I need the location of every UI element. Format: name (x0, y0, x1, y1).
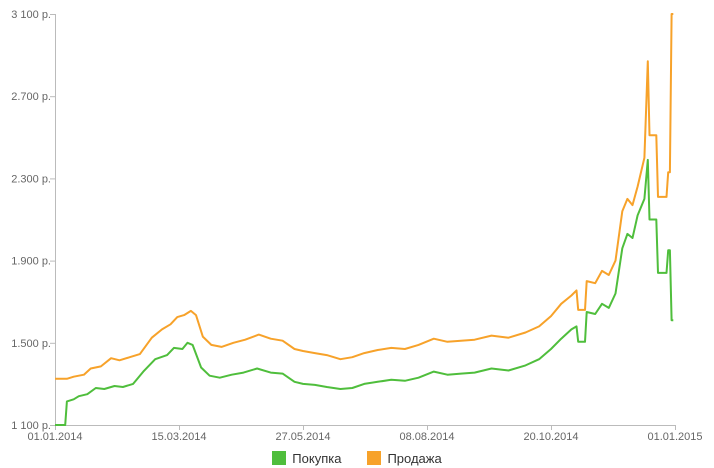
legend-item-buy[interactable]: Покупка (272, 449, 341, 467)
y-tick-label: 2.300 р. (11, 173, 51, 185)
series-layer (55, 13, 674, 426)
x-tick-label: 01.01.2015 (647, 431, 702, 443)
y-tick-label: 1 100 р. (11, 420, 51, 432)
x-tick-label: 15.03.2014 (151, 431, 206, 443)
y-tick-label: 2.700 р. (11, 91, 51, 103)
x-tick-label: 01.01.2014 (27, 431, 82, 443)
series-line-sell[interactable] (55, 13, 674, 380)
x-axis-ticks: 01.01.2014 15.03.2014 27.05.2014 08.08.2014… (27, 425, 703, 443)
x-tick-label: 20.10.2014 (523, 431, 578, 443)
x-tick-label: 08.08.2014 (399, 431, 454, 443)
y-tick-label: 1.500 р. (11, 338, 51, 350)
x-tick-label: 27.05.2014 (275, 431, 330, 443)
legend-item-sell[interactable]: Продажа (367, 449, 442, 467)
legend-swatch-buy (272, 451, 287, 465)
y-axis-ticks: 1 100 р. 1.500 р. 1.900 р. 2.300 р. 2.700 р.… (11, 9, 55, 432)
legend-label-buy: Покупка (292, 450, 342, 466)
line-chart: 1 100 р. 1.500 р. 1.900 р. 2.300 р. 2.700 р.… (11, 9, 703, 443)
y-tick-label: 3 100 р. (11, 9, 51, 21)
legend-label-sell: Продажа (387, 450, 442, 466)
legend: Покупка Продажа (0, 449, 714, 467)
legend-swatch-sell (367, 451, 382, 465)
y-tick-label: 1.900 р. (11, 256, 51, 268)
series-line-buy[interactable] (55, 158, 674, 426)
